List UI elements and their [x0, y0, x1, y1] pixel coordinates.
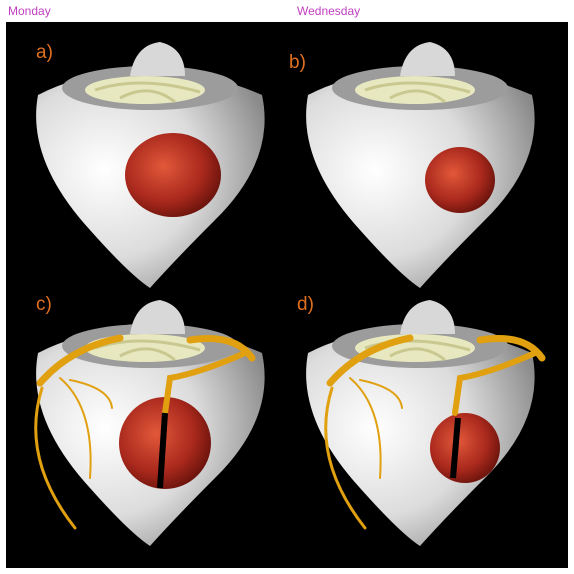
panel-d [304, 298, 542, 548]
panel-b [304, 40, 537, 290]
panel-label: d) [297, 294, 314, 315]
day-label: Wednesday [297, 4, 360, 18]
panel-a [34, 40, 267, 290]
day-label: Monday [8, 4, 51, 18]
panel-label: c) [36, 294, 52, 315]
panel-c [36, 298, 267, 548]
panel-label: a) [36, 42, 53, 63]
panel-label: b) [289, 52, 306, 73]
